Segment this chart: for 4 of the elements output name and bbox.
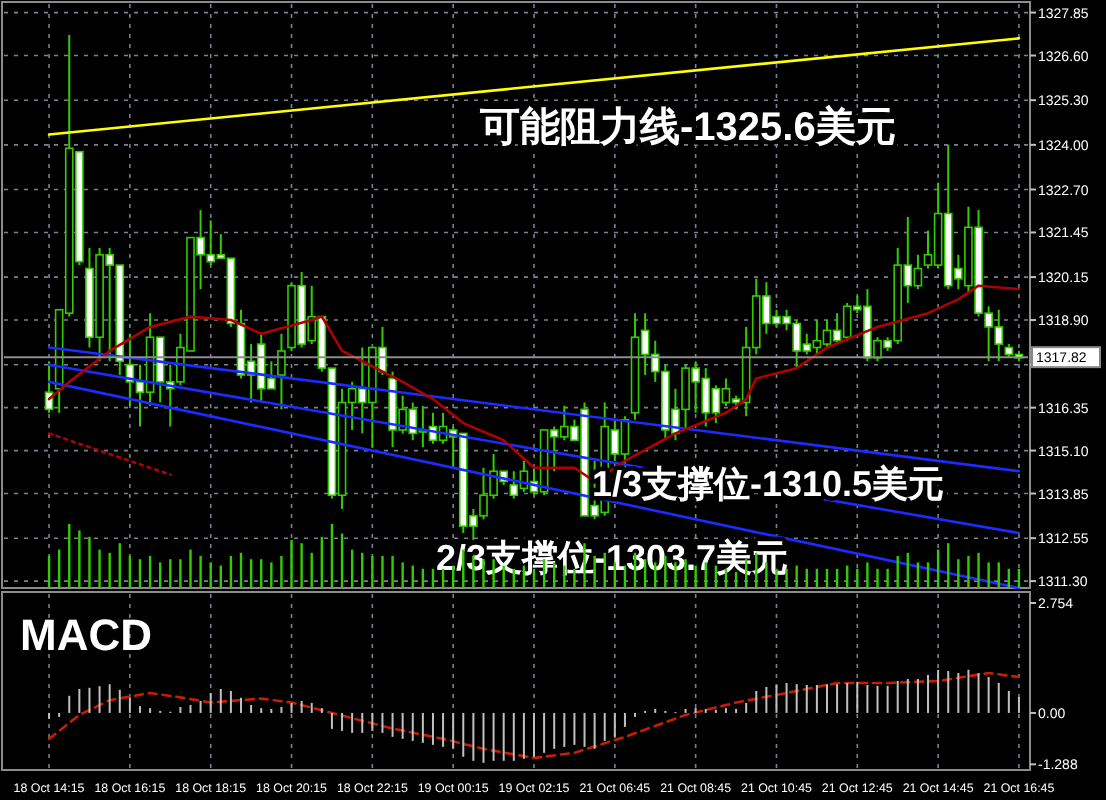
- chart-title: MACD: [20, 610, 152, 660]
- line-series: [47, 671, 1021, 760]
- annotation: 可能阻力线-1325.6美元: [478, 104, 896, 150]
- candlestick: [277, 332, 286, 411]
